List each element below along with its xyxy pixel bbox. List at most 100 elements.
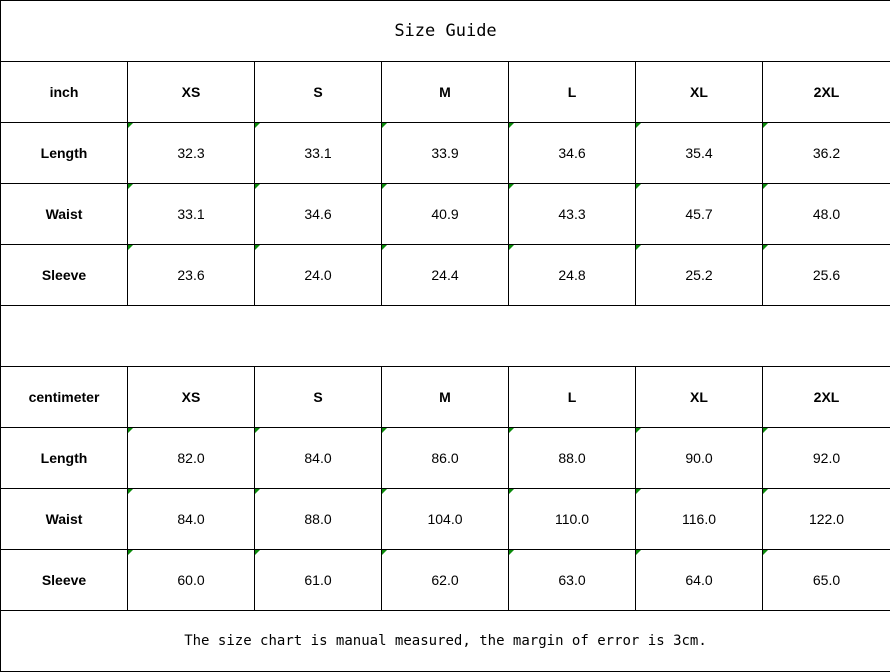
measurement-cell-text: 33.1: [304, 145, 332, 161]
size-header[interactable]: L: [508, 366, 636, 428]
comment-marker-icon: [128, 245, 133, 250]
measurement-cell[interactable]: 65.0: [762, 549, 890, 611]
table-row: Length 82.0 84.0 86.0 88.0 90.0 92.0: [0, 427, 890, 489]
size-guide-title[interactable]: Size Guide: [0, 0, 890, 62]
measurement-cell[interactable]: 36.2: [762, 122, 890, 184]
size-header[interactable]: XL: [635, 61, 763, 123]
measurement-cell[interactable]: 63.0: [508, 549, 636, 611]
measurement-cell[interactable]: 64.0: [635, 549, 763, 611]
measurement-cell[interactable]: 88.0: [508, 427, 636, 489]
size-header[interactable]: S: [254, 61, 382, 123]
measurement-note[interactable]: The size chart is manual measured, the m…: [0, 610, 890, 672]
comment-marker-icon: [382, 123, 387, 128]
row-label-text: Waist: [45, 511, 83, 527]
measurement-cell-text: 82.0: [177, 450, 205, 466]
table-row: Waist 33.1 34.6 40.9 43.3 45.7 48.0: [0, 183, 890, 245]
measurement-cell[interactable]: 62.0: [381, 549, 509, 611]
size-header-text: M: [439, 389, 451, 405]
measurement-cell[interactable]: 24.0: [254, 244, 382, 306]
comment-marker-icon: [636, 245, 641, 250]
size-header[interactable]: 2XL: [762, 366, 890, 428]
measurement-cell[interactable]: 104.0: [381, 488, 509, 550]
measurement-cell-text: 24.4: [431, 267, 459, 283]
measurement-cell[interactable]: 25.6: [762, 244, 890, 306]
size-header-text: L: [567, 84, 577, 100]
comment-marker-icon: [763, 428, 768, 433]
measurement-cell-text: 61.0: [304, 572, 332, 588]
measurement-cell[interactable]: 45.7: [635, 183, 763, 245]
size-header[interactable]: XS: [127, 61, 255, 123]
comment-marker-icon: [255, 123, 260, 128]
measurement-cell[interactable]: 86.0: [381, 427, 509, 489]
row-label[interactable]: Sleeve: [0, 549, 128, 611]
measurement-cell-text: 90.0: [685, 450, 713, 466]
measurement-cell-text: 88.0: [558, 450, 586, 466]
measurement-cell[interactable]: 60.0: [127, 549, 255, 611]
measurement-cell[interactable]: 34.6: [254, 183, 382, 245]
size-header[interactable]: M: [381, 366, 509, 428]
row-label-text: Waist: [45, 206, 83, 222]
comment-marker-icon: [382, 184, 387, 189]
measurement-cell[interactable]: 61.0: [254, 549, 382, 611]
size-header[interactable]: M: [381, 61, 509, 123]
measurement-cell[interactable]: 84.0: [127, 488, 255, 550]
measurement-cell[interactable]: 48.0: [762, 183, 890, 245]
unit-header[interactable]: inch: [0, 61, 128, 123]
measurement-cell[interactable]: 33.1: [127, 183, 255, 245]
measurement-cell[interactable]: 35.4: [635, 122, 763, 184]
row-label[interactable]: Length: [0, 427, 128, 489]
measurement-cell[interactable]: 92.0: [762, 427, 890, 489]
measurement-cell[interactable]: 24.4: [381, 244, 509, 306]
measurement-cell-text: 25.6: [812, 267, 841, 283]
comment-marker-icon: [509, 123, 514, 128]
row-label[interactable]: Sleeve: [0, 244, 128, 306]
row-label[interactable]: Waist: [0, 488, 128, 550]
row-label[interactable]: Length: [0, 122, 128, 184]
comment-marker-icon: [382, 245, 387, 250]
measurement-cell[interactable]: 40.9: [381, 183, 509, 245]
measurement-cell-text: 92.0: [812, 450, 841, 466]
measurement-cell[interactable]: 43.3: [508, 183, 636, 245]
comment-marker-icon: [763, 550, 768, 555]
measurement-cell[interactable]: 122.0: [762, 488, 890, 550]
measurement-cell-text: 25.2: [685, 267, 713, 283]
empty-cell[interactable]: [0, 305, 890, 367]
unit-header[interactable]: centimeter: [0, 366, 128, 428]
size-header-text: XS: [181, 389, 201, 405]
measurement-cell[interactable]: 110.0: [508, 488, 636, 550]
measurement-cell-text: 23.6: [177, 267, 205, 283]
measurement-cell-text: 48.0: [812, 206, 841, 222]
row-label[interactable]: Waist: [0, 183, 128, 245]
measurement-cell[interactable]: 82.0: [127, 427, 255, 489]
measurement-cell[interactable]: 23.6: [127, 244, 255, 306]
measurement-cell[interactable]: 84.0: [254, 427, 382, 489]
measurement-cell[interactable]: 88.0: [254, 488, 382, 550]
measurement-cell-text: 33.1: [177, 206, 205, 222]
measurement-cell[interactable]: 116.0: [635, 488, 763, 550]
size-header[interactable]: 2XL: [762, 61, 890, 123]
size-header[interactable]: L: [508, 61, 636, 123]
measurement-cell[interactable]: 33.1: [254, 122, 382, 184]
size-header[interactable]: S: [254, 366, 382, 428]
measurement-cell-text: 34.6: [558, 145, 586, 161]
measurement-cell[interactable]: 33.9: [381, 122, 509, 184]
measurement-cell-text: 104.0: [427, 511, 463, 527]
table-row: Sleeve 60.0 61.0 62.0 63.0 64.0 65.0: [0, 549, 890, 611]
header-row: inch XS S M L XL 2XL: [0, 61, 890, 123]
measurement-cell[interactable]: 34.6: [508, 122, 636, 184]
measurement-cell[interactable]: 32.3: [127, 122, 255, 184]
measurement-cell-text: 32.3: [177, 145, 205, 161]
comment-marker-icon: [509, 428, 514, 433]
comment-marker-icon: [509, 550, 514, 555]
size-header[interactable]: XS: [127, 366, 255, 428]
size-header[interactable]: XL: [635, 366, 763, 428]
measurement-cell[interactable]: 90.0: [635, 427, 763, 489]
comment-marker-icon: [128, 489, 133, 494]
header-row: centimeter XS S M L XL 2XL: [0, 366, 890, 428]
table-row: Length 32.3 33.1 33.9 34.6 35.4 36.2: [0, 122, 890, 184]
measurement-cell[interactable]: 25.2: [635, 244, 763, 306]
comment-marker-icon: [255, 428, 260, 433]
comment-marker-icon: [255, 550, 260, 555]
measurement-cell[interactable]: 24.8: [508, 244, 636, 306]
